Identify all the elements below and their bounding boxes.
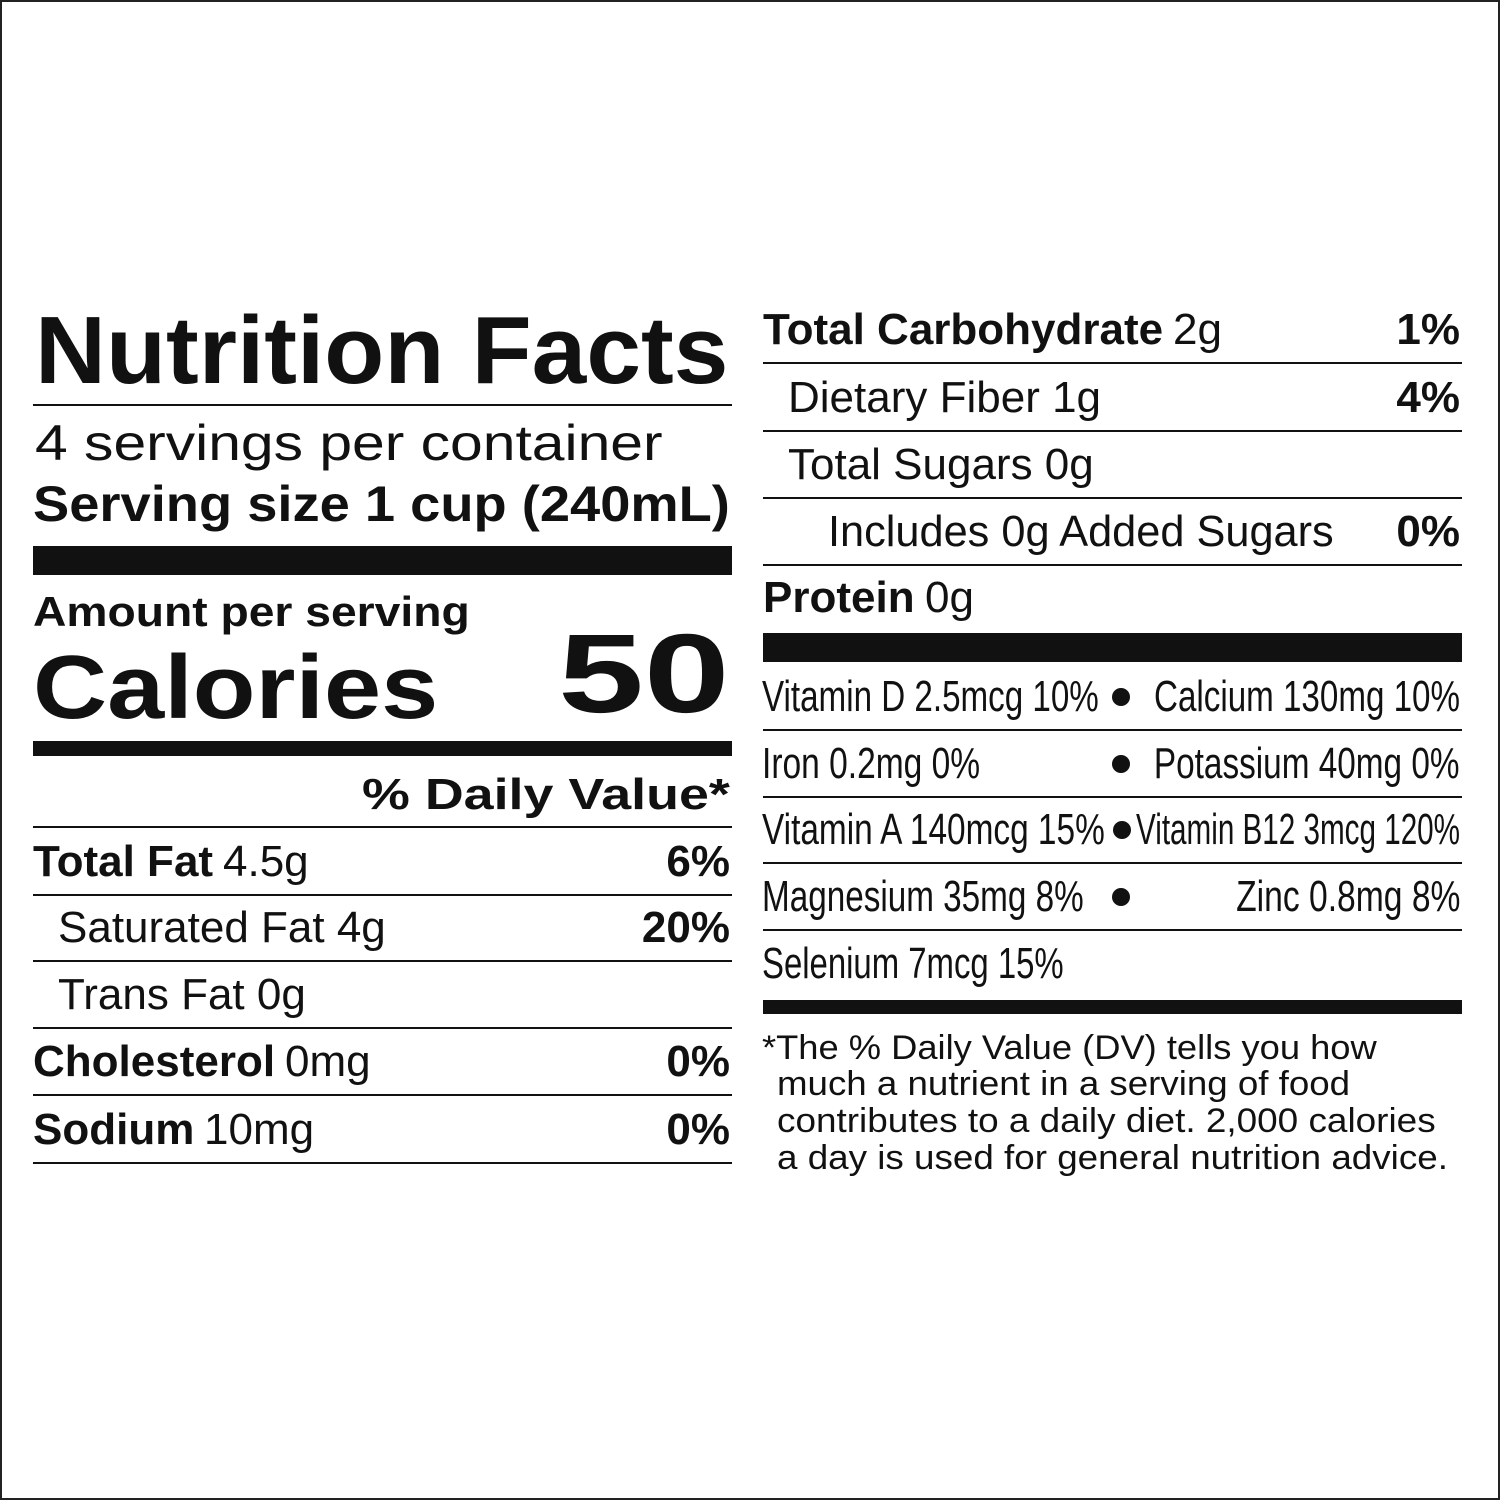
divider [763,430,1462,432]
divider [763,796,1462,798]
nutrient-name: Total Sugars 0g [788,440,1094,489]
nutrient-daily-value: 1% [1396,305,1460,354]
micronutrient-left: Vitamin A 140mcg 15% [762,805,1105,854]
serving-size: Serving size 1 cup (240mL) [33,476,730,532]
thick-bar [33,546,732,575]
micronutrient-right: Zinc 0.8mg 8% [1235,872,1460,921]
nutrient-daily-value: 0% [1396,507,1460,556]
servings-per-container: 4 servings per container [35,415,663,471]
nutrient-amount: 10mg [204,1105,315,1154]
nutrient-name: Cholesterol [33,1037,276,1086]
divider [763,862,1462,864]
micronutrient-left: Vitamin D 2.5mcg 10% [762,672,1099,721]
divider [763,564,1462,566]
nutrient-name: Protein [763,573,915,622]
divider [763,497,1462,499]
medium-bar [763,1000,1462,1014]
calories-value: 50 [558,611,730,736]
divider [33,894,732,896]
bullet-separator-icon [1112,688,1130,706]
nutrient-name: Dietary Fiber 1g [788,373,1102,422]
micronutrient-left: Selenium 7mcg 15% [762,939,1064,988]
divider [33,404,732,406]
nutrient-daily-value: 0% [666,1037,730,1086]
divider [763,362,1462,364]
daily-value-header: % Daily Value* [362,770,730,819]
footnote-line: much a nutrient in a serving of food [777,1065,1351,1103]
medium-bar [33,741,732,756]
divider [763,929,1462,931]
nutrient-name: Trans Fat 0g [58,970,306,1019]
micronutrient-left: Magnesium 35mg 8% [762,872,1084,921]
micronutrient-right: Vitamin B12 3mcg 120% [1135,805,1460,854]
nutrient-amount: 0g [925,573,974,622]
divider [33,1027,732,1029]
bullet-separator-icon [1113,821,1131,839]
nutrient-amount: 2g [1173,305,1222,354]
divider [33,826,732,828]
nutrient-amount: 0mg [285,1037,371,1086]
footnote-line: *The % Daily Value (DV) tells you how [762,1029,1377,1067]
divider [33,960,732,962]
footnote-line: contributes to a daily diet. 2,000 calor… [777,1102,1436,1140]
label-title: Nutrition Facts [35,297,729,404]
micronutrient-right: Potassium 40mg 0% [1154,739,1460,788]
divider [763,729,1462,731]
bullet-separator-icon [1112,755,1130,773]
thick-bar [763,633,1462,662]
nutrient-daily-value: 4% [1396,373,1460,422]
nutrient-name: Total Fat [33,837,214,886]
nutrient-daily-value: 6% [666,837,730,886]
bullet-separator-icon [1112,888,1130,906]
divider [33,1094,732,1096]
calories-label: Calories [33,638,439,738]
nutrient-amount: 4.5g [223,837,309,886]
nutrient-daily-value: 20% [641,903,730,952]
amount-per-serving: Amount per serving [33,588,470,635]
nutrient-name: Total Carbohydrate [763,305,1164,354]
nutrient-name: Includes 0g Added Sugars [828,507,1334,556]
divider [33,1162,732,1164]
micronutrient-left: Iron 0.2mg 0% [762,739,981,788]
nutrient-name: Saturated Fat 4g [58,903,386,952]
footnote-line: a day is used for general nutrition advi… [777,1139,1448,1177]
nutrient-daily-value: 0% [666,1105,730,1154]
micronutrient-right: Calcium 130mg 10% [1154,672,1460,721]
nutrient-name: Sodium [33,1105,195,1154]
